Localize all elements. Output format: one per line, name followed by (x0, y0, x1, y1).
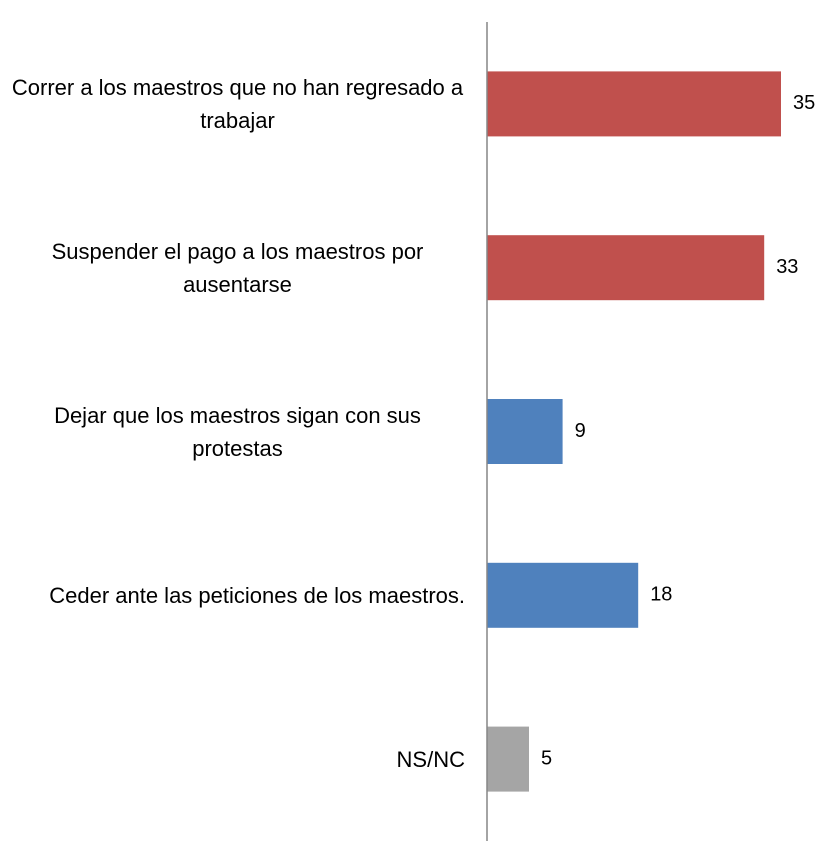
category-label: NS/NC (396, 746, 465, 772)
category-label: Correr a los maestros que no han regresa… (11, 74, 464, 133)
category-label-box: Dejar que los maestros sigan con sus pro… (0, 382, 465, 482)
category-label-box: Correr a los maestros que no han regresa… (0, 54, 465, 154)
category-label: Suspender el pago a los maestros por aus… (51, 238, 424, 297)
bar (487, 562, 639, 628)
category-label-box: Ceder ante las peticiones de los maestro… (0, 545, 465, 645)
category-label-box: NS/NC (0, 709, 465, 809)
category-label: Dejar que los maestros sigan con sus pro… (54, 402, 421, 461)
value-label: 18 (650, 584, 672, 606)
category-label-box: Suspender el pago a los maestros por aus… (0, 218, 465, 318)
value-label: 5 (541, 747, 552, 769)
bar (487, 71, 781, 137)
bar (487, 726, 529, 792)
value-label: 33 (776, 256, 798, 278)
bar (487, 235, 765, 301)
bar (487, 399, 563, 464)
category-label: Ceder ante las peticiones de los maestro… (49, 582, 465, 608)
value-label: 35 (793, 92, 815, 114)
value-label: 9 (575, 420, 586, 442)
